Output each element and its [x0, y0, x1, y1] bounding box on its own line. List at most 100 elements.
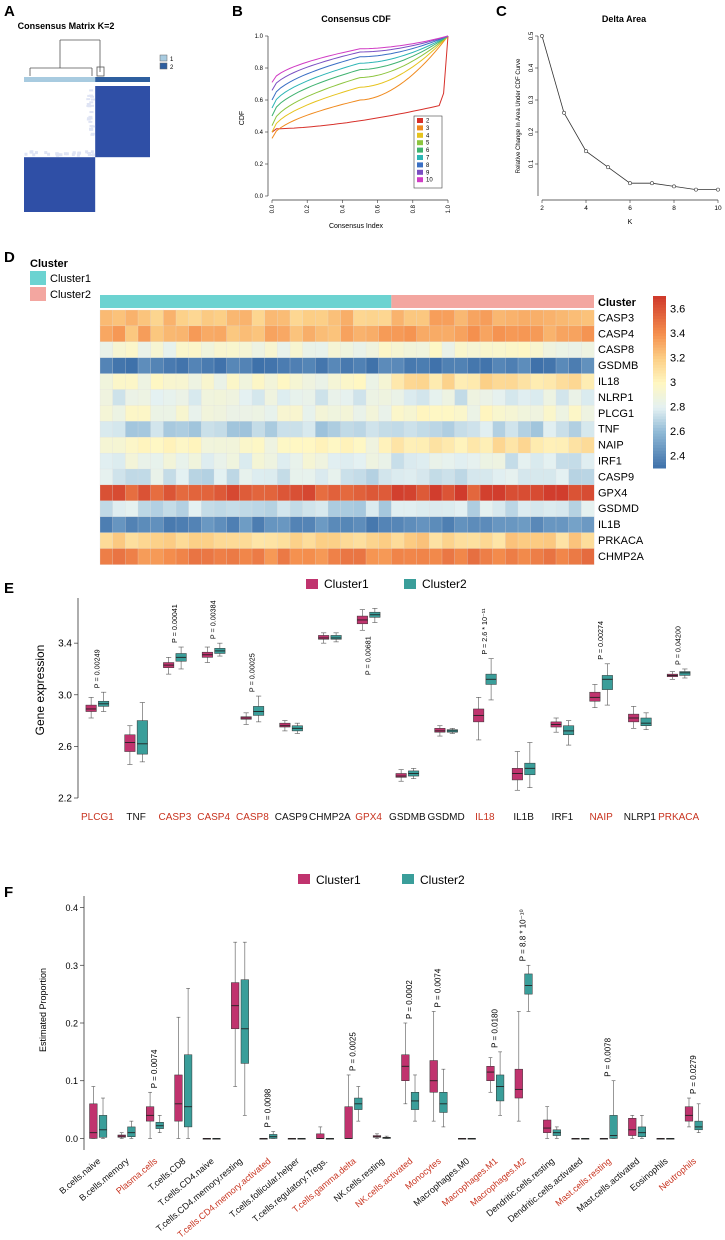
heatmap-cell [454, 437, 468, 454]
heatmap-cell [125, 373, 139, 390]
consensus-noise [91, 125, 96, 128]
heatmap-cell [505, 421, 519, 438]
heatmap-cell [365, 389, 379, 406]
heatmap-cell [454, 405, 468, 422]
cdf-x-tick-label: 0.0 [270, 204, 276, 213]
heatmap-cell [125, 500, 139, 518]
heatmap-cell [530, 373, 544, 390]
heatmap-cell [543, 373, 557, 390]
heatmap-cell [277, 468, 291, 486]
heatmap-cell [137, 373, 151, 390]
heatmap-cell [277, 548, 291, 565]
heatmap-cell [213, 373, 227, 390]
heatmap-cell [555, 500, 569, 518]
box-cluster1 [589, 691, 601, 702]
heatmap-cell [416, 500, 430, 518]
heatmap-cell [239, 437, 253, 454]
heatmap-cell [391, 468, 405, 486]
heatmap-cell [125, 437, 139, 454]
heatmap-cell [429, 532, 443, 549]
consensus-noise [86, 151, 91, 154]
box-pvalue: P = 0.00681 [364, 636, 373, 675]
colorbar-tick-label: 2.6 [670, 426, 685, 438]
heatmap-cell [150, 357, 164, 374]
heatmap-row-label: PRKACA [598, 535, 644, 547]
heatmap-cell [327, 389, 341, 406]
heatmap-cell [112, 500, 126, 518]
cdf-x-tick-label: 0.4 [340, 204, 346, 213]
heatmap-cell [543, 389, 557, 406]
heatmap-cell [137, 405, 151, 422]
heatmap-cell [454, 421, 468, 438]
consensus-noise [59, 153, 63, 157]
cdf-x-label: Consensus Index [329, 223, 384, 230]
heatmap-cell [226, 437, 240, 454]
heatmap-cell [353, 437, 367, 454]
box-category-label: CASP3 [158, 812, 191, 823]
heatmap-cell [492, 437, 506, 454]
heatmap-cell [530, 405, 544, 422]
heatmap-cell [378, 421, 392, 438]
cdf-y-tick-label: 0.8 [255, 66, 264, 72]
heatmap-cell [226, 421, 240, 438]
heatmap-cell [479, 484, 493, 502]
heatmap-cell [239, 484, 253, 502]
heatmap-cell [188, 452, 202, 470]
heatmap-cell [568, 532, 582, 549]
heatmap-cell [530, 325, 544, 343]
cdf-legend-label: 8 [426, 163, 430, 169]
heatmap-cell [251, 437, 265, 454]
heatmap-cell [175, 405, 189, 422]
heatmap-cell [99, 341, 113, 359]
colorbar-segment [653, 301, 666, 306]
box-category-label: GPX4 [355, 812, 382, 823]
cdf-title: Consensus CDF [321, 14, 391, 24]
heatmap-cell [112, 452, 126, 470]
heatmap-cell [391, 373, 405, 390]
heatmap-cell [517, 500, 531, 518]
heatmap-cell [365, 532, 379, 549]
heatmap-cell [416, 325, 430, 343]
heatmap-cell [365, 468, 379, 486]
heatmap-cell [226, 357, 240, 374]
colorbar-segment [653, 433, 666, 437]
box-cluster1 [174, 1074, 183, 1122]
heatmap-cell [467, 341, 481, 359]
heatmap-cell [391, 309, 405, 327]
heatmap-cell [581, 341, 595, 359]
box-category-label: CHMP2A [309, 812, 351, 823]
heatmap-cell [467, 452, 481, 470]
heatmap-cell [403, 341, 417, 359]
heatmap-cell [125, 484, 139, 502]
heatmap-cell [125, 548, 139, 565]
consensus-cluster-bar-1 [24, 77, 96, 82]
consensus-noise [47, 152, 51, 156]
box-category-label: CASP9 [275, 812, 308, 823]
heatmap-cell [429, 500, 443, 518]
box-pvalue: P = 0.0025 [348, 1032, 357, 1071]
heatmap-cell [581, 373, 595, 390]
heatmap-cell [568, 373, 582, 390]
delta-y-label: Relative Change In Area Under CDF Curve [516, 58, 522, 173]
heatmap-cell [302, 357, 316, 374]
heatmap-cell [505, 341, 519, 359]
heatmap-cell [581, 357, 595, 374]
consensus-noise [72, 151, 76, 155]
heatmap-cell [213, 357, 227, 374]
cdf-x-tick-label: 0.8 [411, 204, 417, 213]
heatmap-cell [340, 405, 354, 422]
consensus-noise [30, 150, 34, 154]
heatmap-cell [201, 405, 215, 422]
delta-y-tick-label: 0.1 [529, 159, 535, 168]
box-cluster2 [496, 1074, 505, 1102]
heatmap-cell [315, 421, 329, 438]
heatmap-cell [568, 500, 582, 518]
heatmap-cell [239, 452, 253, 470]
box-cluster2 [136, 720, 148, 755]
heatmap-cell [403, 309, 417, 327]
heatmap-cell [378, 437, 392, 454]
heatmap-cell [441, 532, 455, 549]
box-y-tick-label: 0.2 [65, 1019, 78, 1029]
heatmap-cell [163, 484, 177, 502]
box-pvalue: P = 0.0074 [150, 1049, 159, 1088]
